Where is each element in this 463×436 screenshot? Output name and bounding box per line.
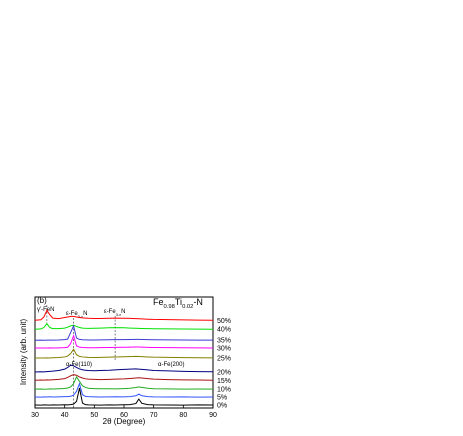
series-line [34,324,214,341]
chart-title-part: 0.98 [164,304,175,310]
series-label: 35% [217,338,231,345]
annotation: ε-Fe3-xN [104,309,125,317]
x-tick-label: 80 [179,412,187,419]
series-line [34,381,214,398]
x-tick-label: 60 [120,412,128,419]
series-line [34,348,214,359]
chart-title-part: -N [193,297,203,307]
annotation: ε-Fe3-xN [66,311,87,319]
series-label: 5% [217,395,227,402]
panel-label: (b) [37,296,47,305]
series-label: 30% [217,345,231,352]
series-line [34,309,214,321]
series-line [34,374,214,381]
x-tick-label: 70 [150,412,158,419]
series-label: 10% [217,387,231,394]
annotation-part: 3-x [116,312,121,317]
series-label: 20% [217,369,231,376]
series-label: 40% [217,327,231,334]
annotation: α-Fe(200) [158,362,184,368]
annotation-part: 3-x [78,314,83,319]
chart-title-part: Ti [175,297,182,307]
x-tick-label: 50 [90,412,98,419]
x-axis-label: 2θ (Degree) [103,417,146,426]
x-tick-label: 90 [209,412,217,419]
series-line [34,375,214,390]
series-line [34,334,214,349]
series-label: 50% [217,318,231,325]
series-label: 15% [217,378,231,385]
annotation-part: N [83,311,87,317]
annotation-part: ε-Fe [66,311,78,317]
annotation-part: γ'-FeN [37,307,54,313]
chart-title-part: Fe [153,297,164,307]
annotation: γ'-FeN [37,307,54,313]
series-line [34,387,214,406]
annotation-part: α-Fe(110) [66,362,92,368]
series-line [34,364,214,373]
annotation-part: N [121,309,125,315]
y-axis-label: Intensity (arb. unit) [19,319,28,386]
chart-title-part: 0.02 [182,304,193,310]
x-tick-label: 40 [61,412,69,419]
series-label: 0% [217,403,227,410]
annotation-part: ε-Fe [104,309,116,315]
x-tick-label: 30 [31,412,39,419]
chart-title: Fe0.98Ti0.02-N [153,297,203,310]
annotation: α-Fe(110) [66,362,92,368]
series-label: 25% [217,355,231,362]
annotation-part: α-Fe(200) [158,362,184,368]
series-line [34,322,214,330]
